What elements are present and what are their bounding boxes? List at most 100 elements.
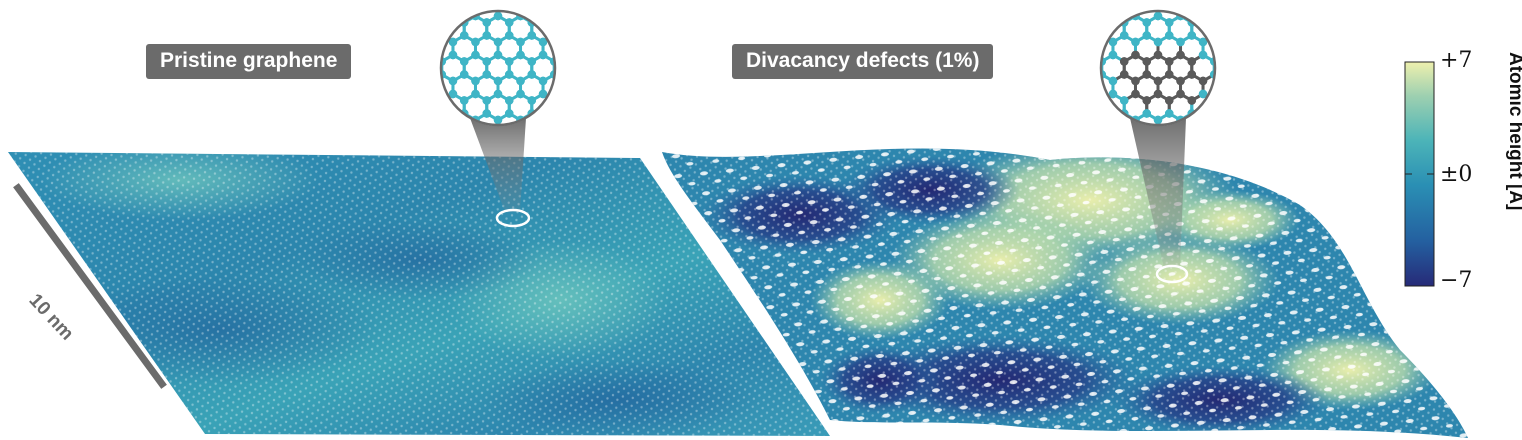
carbon-atom bbox=[1255, 174, 1263, 182]
carbon-bond bbox=[1237, 16, 1248, 23]
carbon-atom bbox=[1311, 90, 1319, 98]
carbon-bond bbox=[363, 36, 374, 43]
carbon-atom bbox=[1120, 57, 1129, 66]
carbon-atom bbox=[1289, 168, 1297, 176]
carbon-bond bbox=[1271, 133, 1282, 140]
carbon-bond bbox=[644, 114, 655, 121]
carbon-atom bbox=[606, 90, 614, 98]
carbon-bond bbox=[1034, 94, 1045, 101]
carbon-bond bbox=[1259, 0, 1270, 3]
carbon-bond bbox=[1023, 36, 1034, 43]
carbon-atom bbox=[1064, 129, 1072, 137]
carbon-atom bbox=[651, 38, 659, 46]
carbon-bond bbox=[566, 55, 577, 62]
carbon-bond bbox=[397, 55, 408, 62]
carbon-atom bbox=[1030, 70, 1038, 78]
carbon-atom bbox=[595, 18, 603, 26]
carbon-atom bbox=[527, 57, 536, 66]
carbon-atom bbox=[1064, 12, 1072, 20]
carbon-atom bbox=[629, 90, 637, 98]
carbon-atom bbox=[415, 57, 423, 65]
carbon-atom bbox=[1030, 57, 1038, 65]
carbon-atom bbox=[1030, 57, 1038, 65]
carbon-atom bbox=[448, 89, 458, 99]
carbon-atom bbox=[1086, 116, 1094, 124]
carbon-atom bbox=[404, 77, 412, 85]
carbon-atom bbox=[1064, 12, 1072, 20]
carbon-atom bbox=[651, 12, 659, 20]
carbon-bond bbox=[408, 36, 419, 43]
carbon-atom bbox=[1101, 96, 1106, 105]
carbon-atom bbox=[550, 96, 555, 105]
carbon-atom bbox=[359, 90, 367, 98]
carbon-bond bbox=[611, 75, 622, 82]
carbon-atom bbox=[1064, 51, 1072, 59]
carbon-bond bbox=[1101, 92, 1103, 102]
carbon-atom bbox=[1278, 174, 1286, 182]
carbon-bond bbox=[1045, 114, 1056, 121]
carbon-bond bbox=[1237, 172, 1248, 179]
carbon-atom bbox=[448, 115, 458, 125]
carbon-atom bbox=[359, 116, 367, 124]
carbon-atom bbox=[1300, 148, 1308, 156]
carbon-atom bbox=[1255, 18, 1263, 26]
carbon-atom bbox=[561, 12, 569, 20]
carbon-atom bbox=[404, 116, 412, 124]
carbon-atom bbox=[415, 148, 423, 156]
carbon-bond bbox=[509, 0, 520, 3]
carbon-bond bbox=[1101, 112, 1103, 122]
carbon-atom bbox=[370, 109, 378, 117]
carbon-bond bbox=[430, 133, 441, 140]
carbon-bond bbox=[408, 16, 419, 23]
carbon-atom bbox=[573, 70, 581, 78]
carbon-bond bbox=[1192, 133, 1203, 140]
carbon-atom bbox=[1266, 155, 1274, 163]
carbon-atom bbox=[1233, 18, 1241, 26]
carbon-atom bbox=[1086, 0, 1094, 7]
carbon-atom bbox=[1255, 148, 1263, 156]
carbon-bond bbox=[1213, 112, 1215, 122]
carbon-atom bbox=[1075, 148, 1083, 156]
carbon-atom bbox=[1188, 135, 1196, 143]
carbon-bond bbox=[1101, 53, 1103, 63]
carbon-atom bbox=[1041, 0, 1049, 7]
carbon-atom bbox=[426, 38, 434, 46]
carbon-atom bbox=[415, 0, 423, 1]
carbon-bond bbox=[532, 0, 543, 3]
carbon-atom bbox=[1131, 0, 1139, 7]
carbon-atom bbox=[1311, 12, 1319, 20]
carbon-atom bbox=[482, 31, 491, 40]
carbon-bond bbox=[397, 0, 408, 3]
carbon-bond bbox=[521, 0, 532, 3]
carbon-atom bbox=[1064, 51, 1072, 59]
carbon-atom bbox=[1198, 11, 1208, 21]
carbon-atom bbox=[584, 38, 592, 46]
carbon-bond bbox=[1293, 16, 1304, 23]
carbon-atom bbox=[640, 31, 648, 39]
carbon-atom bbox=[1108, 115, 1118, 125]
carbon-bond bbox=[475, 0, 486, 3]
carbon-bond bbox=[1282, 55, 1293, 62]
carbon-atom bbox=[1165, 109, 1174, 118]
carbon-atom bbox=[460, 148, 468, 156]
colorbar-tick-mid: ±0 bbox=[1440, 162, 1473, 187]
carbon-bond bbox=[1057, 55, 1068, 62]
carbon-bond bbox=[1259, 75, 1270, 82]
carbon-atom bbox=[1278, 0, 1286, 1]
carbon-bond bbox=[385, 55, 396, 62]
carbon-bond bbox=[521, 0, 532, 3]
carbon-atom bbox=[370, 96, 378, 104]
carbon-atom bbox=[561, 0, 569, 7]
carbon-atom bbox=[538, 115, 548, 125]
carbon-atom bbox=[528, 135, 536, 143]
colorbar-tick-max: +7 bbox=[1440, 48, 1473, 73]
carbon-atom bbox=[606, 0, 614, 7]
carbon-atom bbox=[1030, 148, 1038, 156]
carbon-bond bbox=[1271, 153, 1282, 160]
carbon-bond bbox=[1191, 112, 1204, 122]
carbon-atom bbox=[1289, 12, 1297, 20]
carbon-atom bbox=[1030, 70, 1038, 78]
carbon-atom bbox=[1221, 51, 1229, 59]
carbon-bond bbox=[1045, 16, 1056, 23]
carbon-atom bbox=[415, 135, 423, 143]
